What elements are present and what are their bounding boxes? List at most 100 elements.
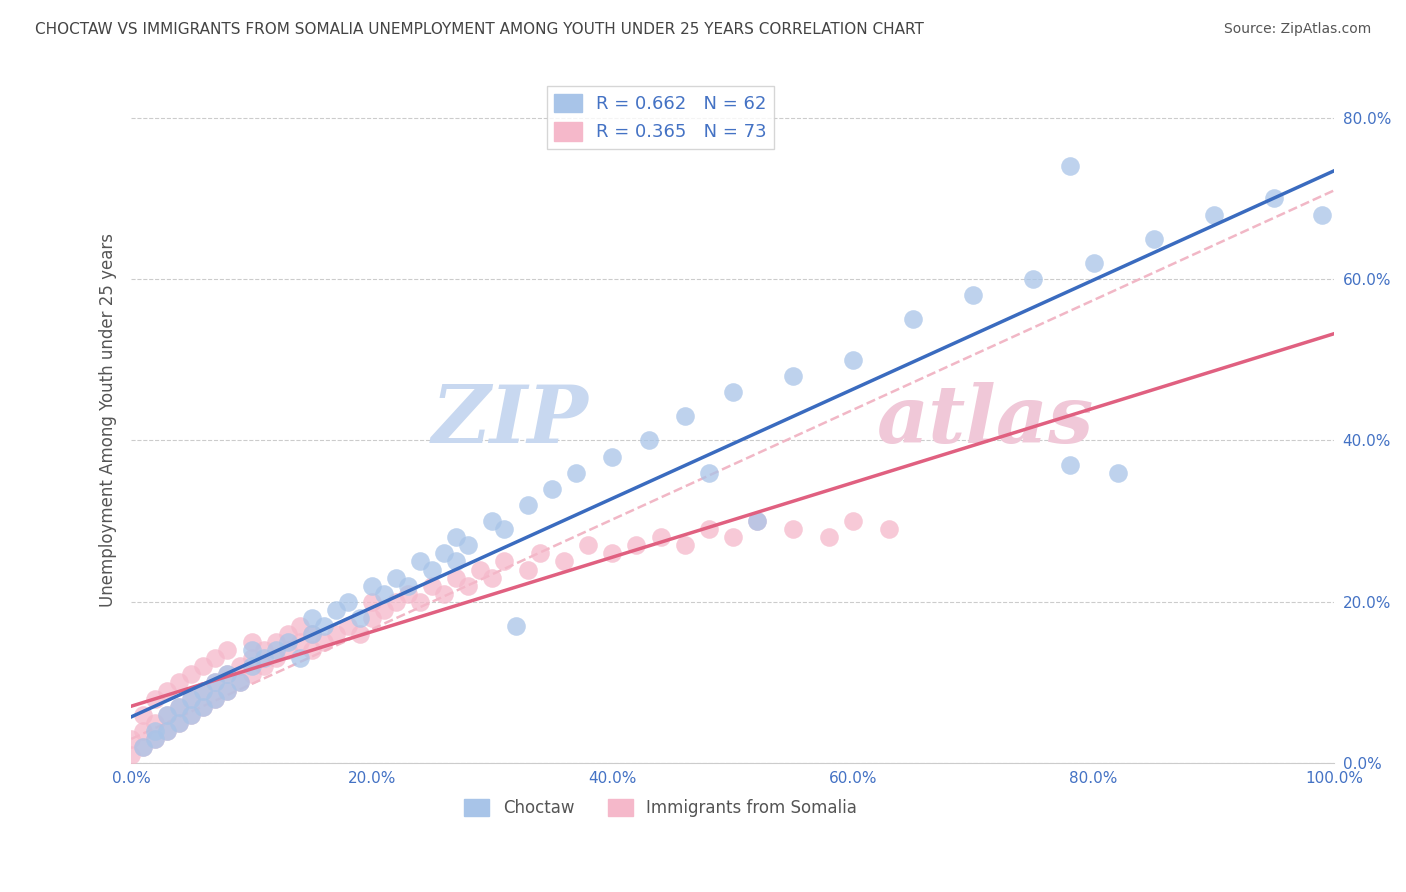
- Point: [385, 571, 408, 585]
- Point: [433, 546, 456, 560]
- Point: [529, 546, 551, 560]
- Point: [204, 651, 226, 665]
- Point: [193, 683, 215, 698]
- Point: [288, 619, 311, 633]
- Point: [240, 659, 263, 673]
- Point: [325, 627, 347, 641]
- Point: [457, 579, 479, 593]
- Point: [301, 611, 323, 625]
- Point: [169, 715, 191, 730]
- Legend: Choctaw, Immigrants from Somalia: Choctaw, Immigrants from Somalia: [458, 792, 863, 823]
- Point: [1059, 458, 1081, 472]
- Point: [481, 514, 503, 528]
- Y-axis label: Unemployment Among Youth under 25 years: Unemployment Among Youth under 25 years: [100, 234, 117, 607]
- Point: [505, 619, 527, 633]
- Point: [180, 707, 202, 722]
- Point: [373, 587, 395, 601]
- Point: [1107, 466, 1129, 480]
- Point: [782, 368, 804, 383]
- Point: [264, 635, 287, 649]
- Point: [252, 643, 274, 657]
- Point: [277, 643, 299, 657]
- Point: [132, 739, 155, 754]
- Point: [217, 667, 239, 681]
- Point: [565, 466, 588, 480]
- Point: [517, 562, 540, 576]
- Point: [240, 651, 263, 665]
- Text: ZIP: ZIP: [432, 382, 588, 459]
- Point: [169, 715, 191, 730]
- Point: [264, 643, 287, 657]
- Point: [576, 538, 599, 552]
- Point: [420, 562, 443, 576]
- Point: [336, 619, 359, 633]
- Point: [228, 675, 250, 690]
- Point: [842, 514, 865, 528]
- Point: [673, 538, 696, 552]
- Point: [444, 530, 467, 544]
- Point: [396, 587, 419, 601]
- Point: [132, 739, 155, 754]
- Point: [1143, 232, 1166, 246]
- Point: [193, 699, 215, 714]
- Point: [818, 530, 841, 544]
- Point: [277, 635, 299, 649]
- Point: [541, 482, 564, 496]
- Point: [325, 603, 347, 617]
- Point: [217, 683, 239, 698]
- Point: [721, 530, 744, 544]
- Point: [143, 691, 166, 706]
- Point: [637, 434, 659, 448]
- Point: [721, 385, 744, 400]
- Point: [193, 659, 215, 673]
- Point: [360, 595, 382, 609]
- Point: [301, 627, 323, 641]
- Point: [132, 723, 155, 738]
- Point: [180, 667, 202, 681]
- Point: [180, 691, 202, 706]
- Point: [385, 595, 408, 609]
- Point: [169, 699, 191, 714]
- Point: [409, 595, 432, 609]
- Point: [193, 683, 215, 698]
- Point: [169, 699, 191, 714]
- Point: [360, 579, 382, 593]
- Point: [143, 715, 166, 730]
- Point: [240, 635, 263, 649]
- Text: Source: ZipAtlas.com: Source: ZipAtlas.com: [1223, 22, 1371, 37]
- Point: [301, 643, 323, 657]
- Point: [901, 312, 924, 326]
- Point: [745, 514, 768, 528]
- Point: [349, 627, 371, 641]
- Point: [228, 659, 250, 673]
- Point: [1022, 272, 1045, 286]
- Point: [468, 562, 491, 576]
- Point: [120, 747, 142, 762]
- Point: [240, 667, 263, 681]
- Point: [143, 723, 166, 738]
- Point: [433, 587, 456, 601]
- Point: [156, 723, 179, 738]
- Point: [697, 522, 720, 536]
- Point: [396, 579, 419, 593]
- Point: [180, 691, 202, 706]
- Point: [444, 571, 467, 585]
- Point: [204, 675, 226, 690]
- Point: [156, 707, 179, 722]
- Point: [420, 579, 443, 593]
- Point: [288, 635, 311, 649]
- Point: [1083, 256, 1105, 270]
- Point: [264, 651, 287, 665]
- Point: [553, 554, 575, 568]
- Point: [481, 571, 503, 585]
- Point: [120, 731, 142, 746]
- Point: [301, 627, 323, 641]
- Point: [204, 691, 226, 706]
- Point: [228, 675, 250, 690]
- Point: [156, 707, 179, 722]
- Point: [360, 611, 382, 625]
- Point: [782, 522, 804, 536]
- Point: [217, 683, 239, 698]
- Point: [143, 731, 166, 746]
- Point: [240, 643, 263, 657]
